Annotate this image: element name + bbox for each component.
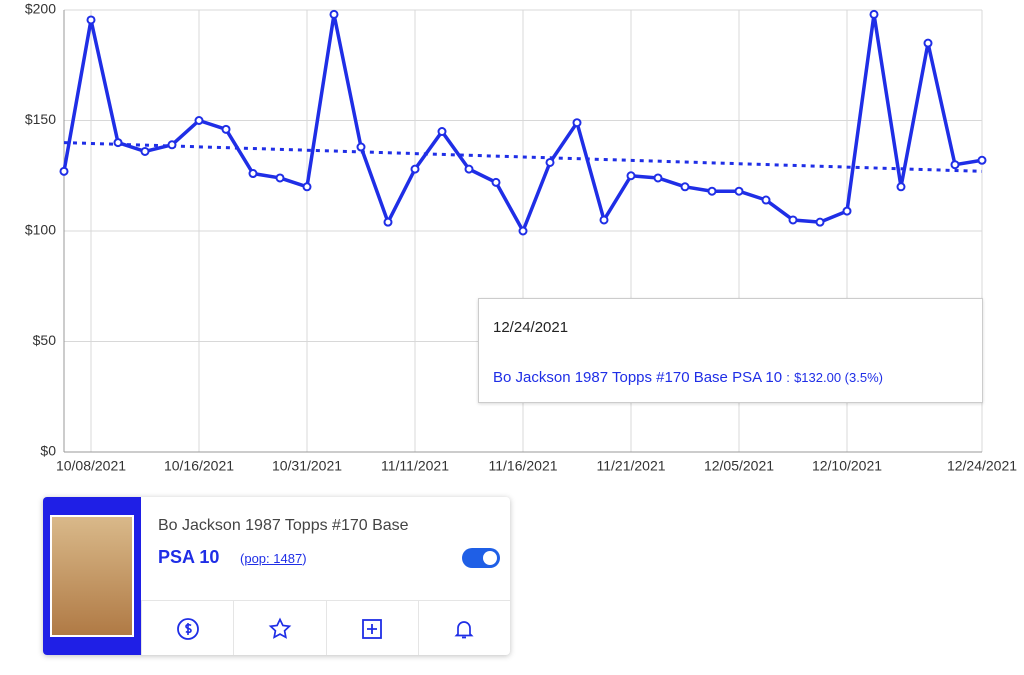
y-tick-label: $200: [25, 1, 56, 17]
x-tick-label: 12/24/2021: [947, 458, 1017, 474]
tooltip-date: 12/24/2021: [493, 319, 569, 336]
x-tick-label: 10/08/2021: [56, 458, 126, 474]
point: [194, 116, 204, 125]
y-tick-label: $150: [25, 111, 56, 127]
point: [248, 169, 258, 179]
point: [221, 124, 231, 134]
point: [545, 157, 555, 167]
icon-dollar: [176, 617, 199, 640]
point: [977, 155, 987, 165]
y-tick-label: $100: [25, 222, 56, 238]
point: [113, 138, 123, 148]
icon-star: [268, 617, 292, 639]
point: [356, 142, 366, 152]
x-tick-label: 12/10/2021: [812, 458, 882, 474]
point: [275, 173, 285, 183]
point: [329, 9, 339, 19]
point: [761, 195, 771, 205]
card-title: Bo Jackson 1987 Topps #170 Base: [158, 517, 409, 534]
point: [869, 9, 879, 19]
point: [896, 182, 906, 192]
price-button[interactable]: [141, 601, 233, 655]
point: [815, 217, 825, 227]
card-side: [43, 497, 141, 655]
x-tick-label: 10/16/2021: [164, 458, 234, 474]
point: [653, 173, 663, 183]
x-tick-label: 12/05/2021: [704, 458, 774, 474]
card-grade: PSA 10: [158, 547, 220, 567]
x-tick-label: 11/16/2021: [488, 458, 557, 474]
point: [599, 215, 609, 225]
point: [140, 146, 150, 156]
add-button[interactable]: [325, 601, 418, 655]
point: [383, 217, 393, 227]
alert-button[interactable]: [417, 601, 510, 655]
point: [167, 140, 177, 150]
point: [707, 186, 717, 196]
point: [923, 38, 933, 48]
point: [59, 166, 69, 176]
y-tick-label: $0: [40, 443, 56, 459]
point: [680, 182, 690, 192]
point: [518, 226, 528, 236]
point: [950, 160, 960, 170]
icon-add: [362, 618, 383, 639]
point: [626, 171, 636, 181]
point: [842, 206, 852, 216]
icon-bell: [454, 620, 474, 638]
pop-link[interactable]: pop: 1487: [244, 551, 303, 566]
x-tick-label: 11/21/2021: [596, 458, 665, 474]
point: [572, 118, 582, 128]
tooltip-series: Bo Jackson 1987 Topps #170 Base PSA 10 :…: [493, 369, 883, 386]
trend-line: [63, 141, 983, 173]
x-tick-label: 11/11/2021: [381, 458, 449, 474]
tooltip-sep: :: [786, 370, 790, 385]
point: [410, 164, 420, 174]
action-row: [141, 600, 510, 655]
tooltip-value: $132.00 (3.5%): [794, 370, 883, 385]
point: [302, 182, 312, 192]
chart: $0 $50 $100 $150 $200 10/08/2021 10/16/2021 10/…: [25, 1, 1017, 474]
point: [491, 177, 501, 187]
x-tick-label: 10/31/2021: [272, 458, 342, 474]
point: [437, 127, 447, 137]
toggle[interactable]: [462, 548, 500, 568]
tooltip: 12/24/2021 Bo Jackson 1987 Topps #170 Ba…: [478, 298, 983, 403]
point: [788, 215, 798, 225]
card[interactable]: Bo Jackson 1987 Topps #170 Base PSA 10 (…: [43, 497, 510, 655]
point: [86, 15, 96, 25]
point: [464, 164, 474, 174]
card-image: [50, 515, 134, 637]
card-pop[interactable]: (pop: 1487): [240, 551, 307, 566]
point: [734, 186, 744, 196]
tooltip-name: Bo Jackson 1987 Topps #170 Base PSA 10: [493, 369, 783, 386]
star-button[interactable]: [233, 601, 325, 655]
y-tick-label: $50: [33, 332, 57, 348]
